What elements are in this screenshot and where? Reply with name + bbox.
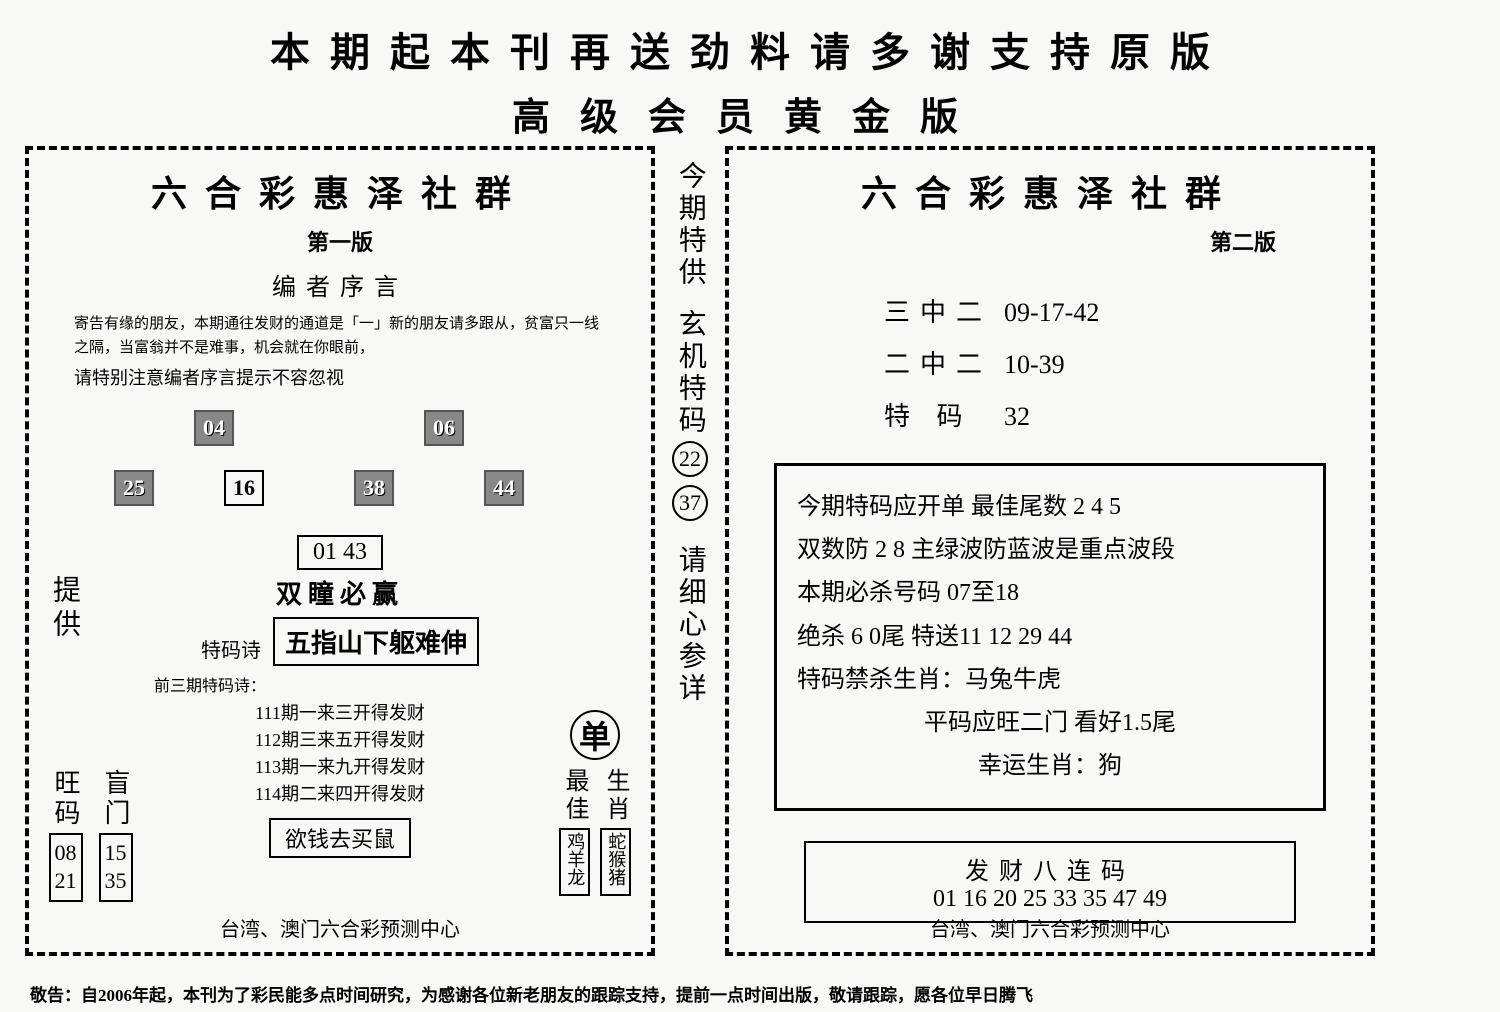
center-circle-2: 37 (672, 485, 708, 521)
two-of-two-label: 二中二 (884, 339, 1004, 391)
zodiac-label: 生肖 (598, 768, 633, 824)
right-edition: 第二版 (744, 225, 1356, 257)
left-edition: 第一版 (44, 225, 636, 257)
page-header: 本期起本刊再送劲料请多谢支持原版 高级会员黄金版 (0, 0, 1500, 146)
right-panel: 六合彩惠泽社群 第二版 三中二09-17-42 二中二10-39 特 码32 今… (725, 146, 1375, 956)
three-of-two-label: 三中二 (884, 287, 1004, 339)
num-04: 04 (194, 410, 234, 446)
money-tip-box: 欲钱去买鼠 (269, 818, 411, 858)
box-line-2: 双数防 2 8 主绿波防蓝波是重点波段 (797, 529, 1303, 572)
box-line-3: 本期必杀号码 07至18 (797, 572, 1303, 615)
right-footer: 台湾、澳门六合彩预测中心 (729, 913, 1371, 942)
num-38: 38 (354, 470, 394, 506)
wangma-label: 旺码 (47, 769, 84, 829)
special-val: 32 (1004, 402, 1030, 431)
best-label: 最佳 (557, 768, 592, 824)
wangma-box: 08 21 (49, 833, 83, 902)
prev-poem-label: 前三期特码诗： (154, 672, 636, 696)
history-1: 111期一来三开得发财 (44, 700, 636, 727)
header-line1: 本期起本刊再送劲料请多谢支持原版 (0, 20, 1500, 78)
center-strip: 今期特供 玄机特码 22 37 请细心参详 (655, 146, 725, 956)
right-info-box: 今期特码应开单 最佳尾数 2 4 5 双数防 2 8 主绿波防蓝波是重点波段 本… (774, 463, 1326, 811)
mangmen-label: 盲门 (97, 769, 134, 829)
poem-box: 五指山下躯难伸 (273, 617, 479, 666)
page-footer: 敬告：自2006年起，本刊为了彩民能多点时间研究，为感谢各位新老朋友的跟踪支持，… (30, 981, 1470, 1006)
num-44: 44 (484, 470, 524, 506)
box-line-4: 绝杀 6 0尾 特送11 12 29 44 (797, 616, 1303, 659)
box-line-7: 幸运生肖：狗 (797, 745, 1303, 788)
right-title: 六合彩惠泽社群 (744, 165, 1356, 217)
eight-title: 发财八连码 (814, 851, 1286, 886)
center-seg3: 请细心参详 (673, 545, 707, 705)
center-seg1: 今期特供 (673, 161, 707, 289)
editor-note: 请特别注意编者序言提示不容忽视 (74, 364, 606, 390)
num-25: 25 (114, 470, 154, 506)
num-16: 16 (224, 470, 264, 506)
box-line-1: 今期特码应开单 最佳尾数 2 4 5 (797, 486, 1303, 529)
box-line-5: 特码禁杀生肖：马兔牛虎 (797, 659, 1303, 702)
num-06: 06 (424, 410, 464, 446)
history-2: 112期三来五开得发财 (44, 727, 636, 754)
eight-code-box: 发财八连码 01 16 20 25 33 35 47 49 (804, 841, 1296, 923)
center-circle-1: 22 (672, 441, 708, 477)
provide-label: 提供 (44, 575, 84, 643)
special-label: 特 码 (884, 391, 1004, 443)
mangmen-box: 15 35 (99, 833, 133, 902)
dan-block: 单 最佳 鸡羊龙 生肖 蛇猴猪 (557, 710, 633, 896)
left-title: 六合彩惠泽社群 (44, 165, 636, 217)
dan-circle: 单 (570, 710, 620, 760)
two-of-two-val: 10-39 (1004, 350, 1065, 379)
left-panel: 六合彩惠泽社群 第一版 编者序言 寄告有缘的朋友，本期通往发财的通道是「一」新的… (25, 146, 655, 956)
zodiac-box: 蛇猴猪 (600, 828, 631, 896)
box-line-6: 平码应旺二门 看好1.5尾 (797, 702, 1303, 745)
three-of-two-val: 09-17-42 (1004, 298, 1099, 327)
eight-nums: 01 16 20 25 33 35 47 49 (814, 886, 1286, 913)
best-box: 鸡羊龙 (559, 828, 590, 896)
editor-heading: 编者序言 (44, 267, 636, 302)
header-line2: 高级会员黄金版 (0, 86, 1500, 141)
poem-label: 特码诗 (201, 634, 261, 663)
pair-caption: 双瞳必赢 (44, 574, 636, 611)
center-seg2: 玄机特码 (673, 309, 707, 437)
left-footer: 台湾、澳门六合彩预测中心 (29, 913, 651, 942)
pair-box: 01 43 (297, 535, 383, 570)
editor-body: 寄告有缘的朋友，本期通往发财的通道是「一」新的朋友请多跟从，贫富只一线之隔，当富… (74, 312, 606, 360)
